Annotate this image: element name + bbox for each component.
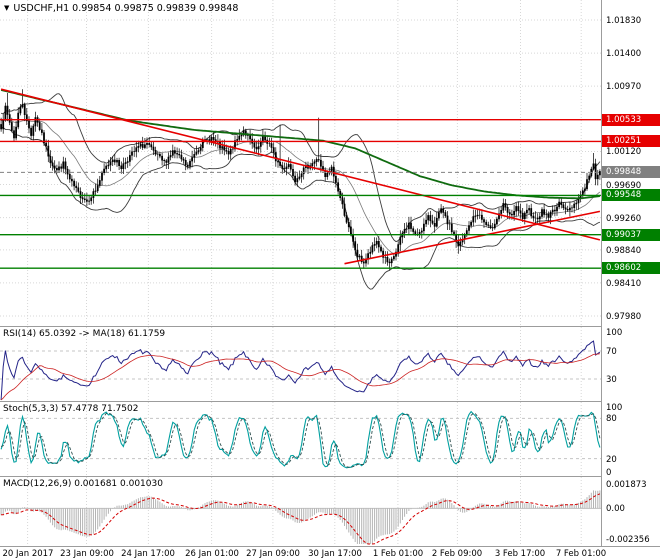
stochastic-axis-label: 80 <box>606 414 617 425</box>
time-axis-label: 26 Jan 01:00 <box>185 549 239 559</box>
price-axis-label: 0.98410 <box>606 278 642 289</box>
main-chart-canvas[interactable] <box>0 0 601 326</box>
rsi-axis-label: 70 <box>606 347 617 357</box>
time-axis-label: 3 Feb 17:00 <box>494 549 546 559</box>
price-axis-label: 1.00120 <box>606 147 642 158</box>
time-axis-label: 30 Jan 17:00 <box>308 549 362 559</box>
time-axis-label: 20 Jan 2017 <box>2 549 54 559</box>
stochastic-axis-label: 100 <box>606 403 623 413</box>
time-axis-label: 7 Feb 01:00 <box>555 549 607 559</box>
symbol-ohlc-text: USDCHF,H1 0.99854 0.99875 0.99839 0.9984… <box>13 3 239 14</box>
macd-axis-label: -0.002356 <box>606 535 650 546</box>
stochastic-axis-label: 20 <box>606 454 617 465</box>
price-axis-label: 0.99690 <box>606 180 642 191</box>
chart-title: ▼ USDCHF,H1 0.99854 0.99875 0.99839 0.99… <box>4 3 238 14</box>
time-axis-label: 24 Jan 17:00 <box>121 549 175 559</box>
price-level-badge: 1.00533 <box>602 114 660 126</box>
time-axis-label: 1 Feb 01:00 <box>372 549 424 559</box>
stochastic-canvas[interactable] <box>0 402 601 476</box>
price-axis-label: 0.97980 <box>606 312 642 322</box>
main-chart-panel: ▼ USDCHF,H1 0.99854 0.99875 0.99839 0.99… <box>0 0 601 326</box>
price-axis-label: 1.00970 <box>606 82 642 93</box>
rsi-canvas[interactable] <box>0 327 601 401</box>
stochastic-label: Stoch(5,3,3) 57.4778 71.7502 <box>3 404 139 414</box>
macd-axis-label: 0.00 <box>606 504 625 515</box>
macd-canvas[interactable] <box>0 477 601 546</box>
price-axis-label: 0.99260 <box>606 213 642 224</box>
price-level-badge: 0.99037 <box>602 229 660 241</box>
stochastic-panel: Stoch(5,3,3) 57.4778 71.7502 <box>0 401 601 476</box>
price-axis-label: 0.98840 <box>606 245 642 256</box>
price-axis: 1.01830 1.01400 1.00970 1.00120 0.99690 0.992… <box>601 0 660 546</box>
rsi-panel: RSI(14) 65.0392 -> MA(18) 61.1759 <box>0 326 601 401</box>
price-axis-label: 1.01400 <box>606 49 642 60</box>
symbol-dropdown-icon[interactable]: ▼ <box>4 4 10 12</box>
rsi-axis-label: 100 <box>606 328 623 338</box>
price-level-badge: 0.98602 <box>602 262 660 274</box>
time-axis-label: 2 Feb 09:00 <box>431 549 483 559</box>
time-axis-label: 27 Jan 09:00 <box>246 549 300 559</box>
price-level-badge: 1.00251 <box>602 135 660 147</box>
rsi-label: RSI(14) 65.0392 -> MA(18) 61.1759 <box>3 329 166 339</box>
stochastic-axis-label: 0 <box>606 468 612 478</box>
price-axis-label: 1.01830 <box>606 15 642 26</box>
macd-panel: MACD(12,26,9) 0.001681 0.001030 <box>0 476 601 546</box>
rsi-axis-label: 30 <box>606 375 617 385</box>
time-axis-label: 23 Jan 09:00 <box>60 549 114 559</box>
price-level-badge: 0.99548 <box>602 189 660 201</box>
macd-label: MACD(12,26,9) 0.001681 0.001030 <box>3 479 163 489</box>
time-axis: 20 Jan 2017 23 Jan 09:00 24 Jan 17:00 26 Ja… <box>0 546 660 560</box>
macd-axis-label: 0.001873 <box>606 480 647 491</box>
price-level-badge: 0.99848 <box>602 166 660 178</box>
